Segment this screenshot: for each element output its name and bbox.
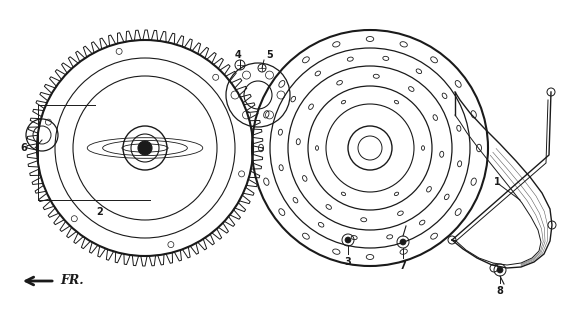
Text: 5: 5	[267, 50, 274, 60]
Circle shape	[400, 239, 406, 245]
Text: 2: 2	[97, 207, 104, 217]
Text: 8: 8	[496, 286, 503, 296]
Text: 6: 6	[20, 143, 27, 153]
Text: FR.: FR.	[60, 274, 84, 286]
Text: 7: 7	[400, 261, 406, 271]
Text: 1: 1	[494, 177, 501, 187]
Circle shape	[345, 237, 351, 243]
Text: 3: 3	[345, 257, 352, 267]
Circle shape	[138, 141, 152, 155]
Text: 4: 4	[235, 50, 242, 60]
Circle shape	[497, 267, 503, 273]
